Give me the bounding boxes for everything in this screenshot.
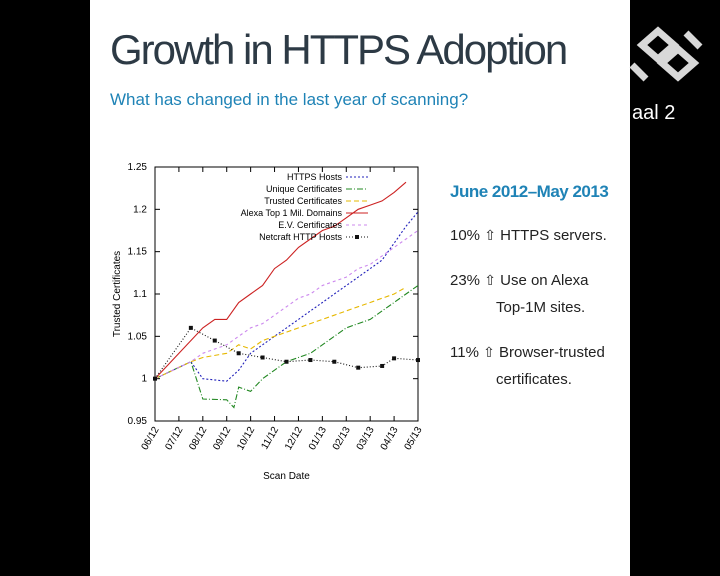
series-point-netcraft-http-hosts — [212, 338, 217, 343]
series-line-e-v-certificates — [154, 230, 419, 380]
series-point-netcraft-http-hosts — [392, 356, 397, 361]
y-axis-label: Trusted Certificates — [112, 251, 123, 337]
series-point-netcraft-http-hosts — [416, 358, 420, 363]
series-point-netcraft-http-hosts — [380, 363, 385, 368]
y-tick-label: 1 — [141, 374, 147, 385]
stat-text: HTTPS servers. — [500, 227, 607, 244]
series-point-netcraft-http-hosts — [332, 359, 337, 364]
x-tick-label: 08/12 — [187, 425, 209, 453]
legend-marker-netcraft-http-hosts — [355, 235, 359, 239]
series-point-netcraft-http-hosts — [284, 359, 289, 364]
https-growth-chart: 0.95 1 1.05 1.1 1.15 1.2 1.25 06/12 07/12 08/12 09… — [112, 162, 425, 482]
up-arrow-icon: ⇧ — [483, 344, 495, 360]
x-axis-label: Scan Date — [263, 471, 310, 482]
x-tick-label: 07/12 — [163, 425, 185, 453]
x-tick-label: 06/12 — [140, 425, 162, 453]
series-line-alexa-top-1-mil-domains — [154, 181, 407, 380]
stat-value: 11% — [450, 344, 479, 361]
side-panel-heading: June 2012–May 2013 — [450, 182, 609, 201]
y-tick-label: 1.05 — [128, 331, 148, 342]
x-tick-label: 09/12 — [211, 425, 233, 453]
channel-logo-icon — [629, 26, 703, 82]
up-arrow-icon: ⇧ — [484, 272, 496, 288]
up-arrow-icon: ⇧ — [484, 227, 496, 243]
stat-browser-trusted: 11% ⇧ Browser-trusted certificates. — [450, 339, 630, 393]
series-point-netcraft-http-hosts — [308, 358, 313, 363]
stat-https-servers: 10% ⇧ HTTPS servers. — [450, 222, 630, 249]
slide: Growth in HTTPS Adoption What has change… — [90, 0, 630, 576]
legend-label-trusted-certificates: Trusted Certificates — [264, 196, 342, 206]
x-tick-label: 03/13 — [355, 425, 377, 453]
x-tick-label: 05/13 — [403, 425, 425, 453]
series-point-netcraft-http-hosts — [356, 365, 361, 370]
series-line-unique-certificates — [154, 285, 419, 409]
side-panel: June 2012–May 2013 10% ⇧ HTTPS servers. … — [450, 182, 630, 411]
stat-text-continued: Top-1M sites. — [496, 299, 586, 316]
y-tick-label: 1.1 — [133, 289, 147, 300]
series-line-trusted-certificates — [154, 286, 407, 380]
stat-value: 10% — [450, 227, 481, 244]
series-line-netcraft-http-hosts — [154, 327, 419, 380]
series-point-netcraft-http-hosts — [260, 355, 265, 360]
slide-title: Growth in HTTPS Adoption — [110, 26, 568, 73]
stat-value: 23% — [450, 272, 481, 289]
x-tick-label: 10/12 — [235, 425, 257, 453]
x-tick-label: 02/13 — [331, 425, 353, 453]
series-point-netcraft-http-hosts — [236, 351, 241, 356]
legend-label-netcraft-http-hosts: Netcraft HTTP Hosts — [259, 232, 342, 242]
channel-label: aal 2 — [632, 102, 676, 124]
legend-label-e-v-certificates: E.V. Certificates — [278, 220, 342, 230]
y-tick-label: 1.2 — [133, 204, 147, 215]
x-tick-label: 01/13 — [307, 425, 329, 453]
y-tick-label: 0.95 — [128, 416, 148, 427]
stat-text-continued: certificates. — [496, 371, 572, 388]
legend-label-alexa-top-1-mil-domains: Alexa Top 1 Mil. Domains — [241, 208, 343, 218]
x-tick-label: 04/13 — [379, 425, 401, 453]
x-tick-label: 12/12 — [283, 425, 305, 453]
legend-label-unique-certificates: Unique Certificates — [266, 184, 343, 194]
stat-text: Use on Alexa — [500, 272, 589, 289]
series-point-netcraft-http-hosts — [188, 325, 193, 330]
series-point-netcraft-http-hosts — [153, 376, 157, 381]
y-tick-label: 1.25 — [128, 162, 148, 173]
y-tick-label: 1.15 — [128, 247, 148, 258]
series-line-https-hosts — [154, 211, 419, 382]
stat-text: Browser-trusted — [499, 344, 605, 361]
x-tick-label: 11/12 — [259, 425, 281, 452]
stat-alexa-sites: 23% ⇧ Use on Alexa Top-1M sites. — [450, 267, 630, 321]
slide-subtitle: What has changed in the last year of sca… — [110, 90, 469, 109]
legend-label-https-hosts: HTTPS Hosts — [287, 172, 343, 182]
